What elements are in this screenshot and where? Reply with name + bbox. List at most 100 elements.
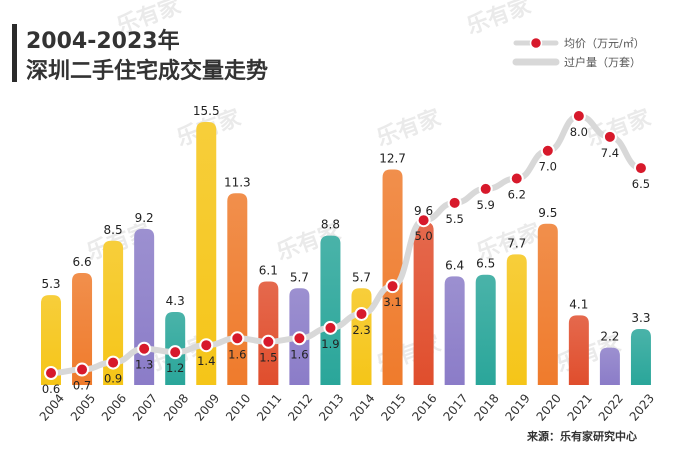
watermark-text: 乐有家 <box>463 0 535 40</box>
volume-data-label: 5.7 <box>352 270 371 284</box>
x-tick-label: 2010 <box>223 391 253 423</box>
volume-data-label: 12.7 <box>379 152 406 166</box>
title-accent-bar <box>12 24 17 82</box>
x-tick-label: 2022 <box>596 391 626 423</box>
x-tick-label: 2016 <box>409 391 439 423</box>
price-point <box>633 161 648 176</box>
volume-data-label: 5.3 <box>41 277 60 291</box>
volume-data-label: 3.3 <box>631 311 650 325</box>
x-tick-label: 2020 <box>534 391 564 423</box>
volume-bar <box>382 169 403 385</box>
price-point <box>323 320 338 335</box>
x-tick-label: 2023 <box>627 391 657 423</box>
volume-bar <box>537 223 558 385</box>
bars-layer <box>41 122 651 385</box>
price-data-label: 1.9 <box>321 337 339 351</box>
x-tick-label: 2008 <box>161 391 191 423</box>
volume-data-label: 9.2 <box>135 211 154 225</box>
volume-data-label: 4.1 <box>569 297 588 311</box>
x-tick-label: 2019 <box>503 391 533 423</box>
volume-bar <box>320 235 341 385</box>
volume-bar <box>599 347 620 385</box>
price-point <box>75 362 90 377</box>
chart-title-line-2: 深圳二手住宅成交量走势 <box>26 58 268 84</box>
chart-title-line-1: 2004-2023年 <box>26 28 180 54</box>
x-tick-label: 2013 <box>316 391 346 423</box>
price-point <box>416 213 431 228</box>
price-data-label: 1.6 <box>290 347 308 361</box>
price-point <box>385 279 400 294</box>
price-data-label: 5.0 <box>414 229 432 243</box>
x-axis-ticks: 2004 2005 2006 2007 2008 2009 2010 2011 2012 2013… <box>37 391 657 423</box>
price-data-label: 2.3 <box>352 323 370 337</box>
price-data-label: 0.6 <box>42 382 60 396</box>
price-data-label: 1.4 <box>197 354 215 368</box>
x-tick-label: 2018 <box>471 391 501 423</box>
volume-data-label: 8.5 <box>104 223 123 237</box>
volume-data-label: 8.8 <box>321 218 340 232</box>
price-point <box>230 331 245 346</box>
price-point <box>261 334 276 349</box>
volume-data-label: 11.3 <box>224 175 251 189</box>
price-point <box>137 341 152 356</box>
source-note: 来源：乐有家研究中心 <box>526 429 637 443</box>
price-data-label: 5.5 <box>446 212 464 226</box>
x-tick-label: 2009 <box>192 391 222 423</box>
price-point <box>292 331 307 346</box>
x-tick-label: 2015 <box>378 391 408 423</box>
x-tick-label: 2021 <box>565 391 595 423</box>
price-point <box>540 143 555 158</box>
price-point <box>602 129 617 144</box>
volume-data-label: 15.5 <box>193 104 220 118</box>
price-data-label: 3.1 <box>383 295 401 309</box>
price-data-label: 6.5 <box>632 177 650 191</box>
x-tick-label: 2017 <box>440 391 470 423</box>
x-tick-label: 2014 <box>347 391 377 423</box>
volume-bar <box>258 281 279 385</box>
price-data-label: 1.6 <box>228 347 246 361</box>
price-point <box>509 171 524 186</box>
price-point <box>168 345 183 360</box>
price-data-label: 7.4 <box>601 146 619 160</box>
price-data-label: 1.5 <box>259 351 277 365</box>
price-point <box>106 355 121 370</box>
price-data-label: 0.9 <box>104 372 122 386</box>
volume-bar <box>444 276 465 385</box>
price-point <box>354 306 369 321</box>
volume-bar <box>475 274 496 385</box>
volume-data-label: 5.7 <box>290 270 309 284</box>
volume-bar <box>506 254 527 385</box>
x-tick-label: 2011 <box>254 391 284 423</box>
volume-data-label: 7.7 <box>507 236 526 250</box>
price-data-label: 6.2 <box>508 188 526 202</box>
price-point <box>44 366 58 380</box>
x-tick-label: 2004 <box>37 391 67 423</box>
volume-bar <box>103 240 124 385</box>
price-point <box>478 181 493 196</box>
price-point <box>199 338 214 353</box>
watermark-text: 乐有家 <box>373 104 445 151</box>
volume-data-label: 9.5 <box>538 206 557 220</box>
price-data-label: 7.0 <box>539 160 557 174</box>
price-data-label: 1.2 <box>166 361 184 375</box>
legend-label-price: 均价（万元/㎡） <box>564 37 645 50</box>
legend: 均价（万元/㎡） 过户量（万套） <box>512 36 645 69</box>
price-point <box>571 109 586 123</box>
volume-data-label: 4.3 <box>166 294 185 308</box>
volume-bar <box>72 273 93 385</box>
volume-bar <box>630 329 651 385</box>
x-tick-label: 2007 <box>130 391 160 423</box>
volume-data-label: 6.6 <box>73 255 92 269</box>
x-tick-label: 2012 <box>285 391 315 423</box>
price-data-label: 0.7 <box>73 379 91 393</box>
volume-bar <box>568 315 589 385</box>
price-data-label: 8.0 <box>570 125 588 139</box>
price-data-label: 5.9 <box>477 198 495 212</box>
price-point <box>447 195 462 210</box>
x-tick-label: 2006 <box>99 391 129 423</box>
volume-bar <box>413 222 434 385</box>
volume-data-label: 6.4 <box>445 258 464 272</box>
line-layer: 0.6 0.7 0.9 1.3 1.2 1.4 1.6 1.5 1.6 1.9 2.3 3.1 5.0 5… <box>42 109 650 396</box>
